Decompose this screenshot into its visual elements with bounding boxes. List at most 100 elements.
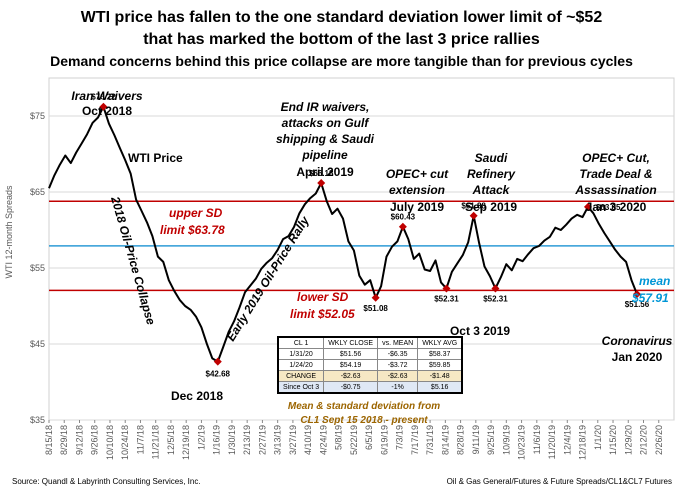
series-label: WTI Price xyxy=(128,151,183,165)
table-row: 1/24/20 $54.19 -$3.72 $59.85 xyxy=(277,359,463,371)
price-marker xyxy=(371,293,380,302)
table-cell: 1/24/20 xyxy=(277,359,325,371)
x-tick-label: 4/10/19 xyxy=(303,425,313,455)
price-marker-label: $51.08 xyxy=(363,304,388,313)
annotation-dec-2018: Dec 2018 xyxy=(171,389,223,403)
annotation-trade-1: OPEC+ Cut, xyxy=(582,151,650,165)
table-header-row: CL 1 WKLY CLOSE vs. MEAN WKLY AVG xyxy=(277,336,463,349)
price-marker-label: $61.88 xyxy=(461,202,486,211)
x-tick-label: 1/2/19 xyxy=(196,425,206,450)
x-tick-label: 7/3/19 xyxy=(395,425,405,450)
price-marker xyxy=(317,179,326,188)
method-note-1: Mean & standard deviation from xyxy=(288,401,440,412)
annotation-saudi-2: Refinery xyxy=(467,167,516,181)
price-marker xyxy=(442,284,451,293)
x-tick-label: 8/14/19 xyxy=(440,425,450,455)
table-cell: -1% xyxy=(377,381,419,394)
price-marker xyxy=(632,290,641,299)
price-marker-label: $52.31 xyxy=(434,294,459,303)
price-marker xyxy=(469,211,478,220)
table-cell: $5.16 xyxy=(417,381,463,394)
table-header-cell: vs. MEAN xyxy=(377,336,419,349)
source-note: Source: Quandl & Labyrinth Consulting Se… xyxy=(12,477,201,486)
x-tick-label: 8/15/18 xyxy=(44,425,54,455)
annotation-endir-5: April 2019 xyxy=(296,165,354,179)
x-tick-label: 9/25/19 xyxy=(486,425,496,455)
table-cell: Since Oct 3 xyxy=(277,381,325,394)
cl1-summary-table: CL 1 WKLY CLOSE vs. MEAN WKLY AVG 1/31/2… xyxy=(277,336,464,394)
x-tick-label: 1/16/19 xyxy=(212,425,222,455)
annotation-corona-2: Jan 2020 xyxy=(612,350,663,364)
y-axis-title: WTI 12-month Spreads xyxy=(4,185,14,279)
price-marker-label: $60.43 xyxy=(391,213,416,222)
x-tick-label: 7/17/19 xyxy=(410,425,420,455)
x-tick-label: 10/23/19 xyxy=(517,425,527,460)
price-marker-label: $63.05 xyxy=(596,203,621,212)
x-tick-label: 2/12/20 xyxy=(639,425,649,455)
x-tick-label: 8/29/18 xyxy=(59,425,69,455)
x-tick-label: 10/24/18 xyxy=(120,425,130,460)
x-tick-label: 6/19/19 xyxy=(379,425,389,455)
price-marker-label: $42.68 xyxy=(206,370,231,379)
price-marker xyxy=(99,102,108,111)
title-line-3: Demand concerns behind this price collap… xyxy=(50,53,633,69)
table-cell: $54.19 xyxy=(323,359,379,371)
annotation-collapse: 2018 Oil-Price Collapse xyxy=(108,194,158,327)
x-tick-label: 9/12/18 xyxy=(74,425,84,455)
table-cell: $59.85 xyxy=(417,359,463,371)
x-axis-ticks: 8/15/18 8/29/18 9/12/18 9/26/18 10/10/18 10/2… xyxy=(44,420,664,460)
table-cell: $51.56 xyxy=(323,348,379,360)
y-tick-label: $35 xyxy=(30,415,45,425)
annotation-endir-1: End IR waivers, xyxy=(281,100,370,114)
x-tick-label: 7/31/19 xyxy=(425,425,435,455)
y-tick-label: $45 xyxy=(30,339,45,349)
x-tick-label: 9/11/19 xyxy=(471,425,481,454)
gridlines xyxy=(49,115,674,421)
method-note-2: CL1 Sept 15 2018 - present xyxy=(300,415,428,426)
table-header-cell: WKLY CLOSE xyxy=(323,336,379,349)
x-tick-label: 11/21/18 xyxy=(151,425,161,459)
annotation-endir-3: shipping & Saudi xyxy=(276,132,375,146)
x-tick-label: 11/6/19 xyxy=(532,425,542,454)
annotation-opec-1: OPEC+ cut xyxy=(386,167,449,181)
mean-label: mean xyxy=(639,274,670,288)
table-cell: -$3.72 xyxy=(377,359,419,371)
y-tick-label: $65 xyxy=(30,187,45,197)
lower-sd-value: limit $52.05 xyxy=(290,307,355,321)
annotation-iran-2: Oct 2018 xyxy=(82,104,132,118)
table-cell: -$1.48 xyxy=(417,370,463,382)
price-marker xyxy=(491,284,500,293)
x-tick-label: 8/28/19 xyxy=(456,425,466,455)
x-tick-label: 6/5/19 xyxy=(364,425,374,450)
upper-sd-value: limit $63.78 xyxy=(160,223,225,237)
x-tick-label: 9/26/18 xyxy=(90,425,100,455)
annotation-saudi-1: Saudi xyxy=(475,151,508,165)
x-tick-label: 12/19/18 xyxy=(181,425,191,460)
x-tick-label: 10/10/18 xyxy=(105,425,115,460)
table-header-cell: WKLY AVG xyxy=(417,336,463,349)
table-cell: -$2.63 xyxy=(377,370,419,382)
annotation-trade-3: Assassination xyxy=(574,183,656,197)
annotation-rally: Early 2019 Oil-Price Rally xyxy=(224,213,313,344)
x-tick-label: 5/8/19 xyxy=(334,425,344,450)
annotation-endir-2: attacks on Gulf xyxy=(282,116,370,130)
x-tick-label: 3/13/19 xyxy=(273,425,283,455)
annotation-saudi-3: Attack xyxy=(472,183,511,197)
annotation-iran-1: Iran Waivers xyxy=(71,89,142,103)
x-tick-label: 12/4/19 xyxy=(562,425,572,455)
x-tick-label: 11/7/18 xyxy=(135,425,145,454)
table-cell: CHANGE xyxy=(277,370,325,382)
x-tick-label: 1/15/20 xyxy=(608,425,618,455)
x-tick-label: 1/30/19 xyxy=(227,425,237,455)
table-cell: -$0.75 xyxy=(323,381,379,394)
y-axis-ticks: $35 $45 $55 $65 $75 xyxy=(30,111,45,425)
x-tick-label: 12/18/19 xyxy=(578,425,588,460)
x-tick-label: 10/9/19 xyxy=(501,425,511,455)
x-tick-label: 2/27/19 xyxy=(257,425,267,455)
price-marker-label: $66.18 xyxy=(309,169,334,178)
x-tick-label: 1/1/20 xyxy=(593,425,603,450)
annotation-opec-3: July 2019 xyxy=(390,200,444,214)
annotation-corona-1: Coronavirus xyxy=(602,334,673,348)
table-header-cell: CL 1 xyxy=(277,336,325,349)
table-cell: $58.37 xyxy=(417,348,463,360)
